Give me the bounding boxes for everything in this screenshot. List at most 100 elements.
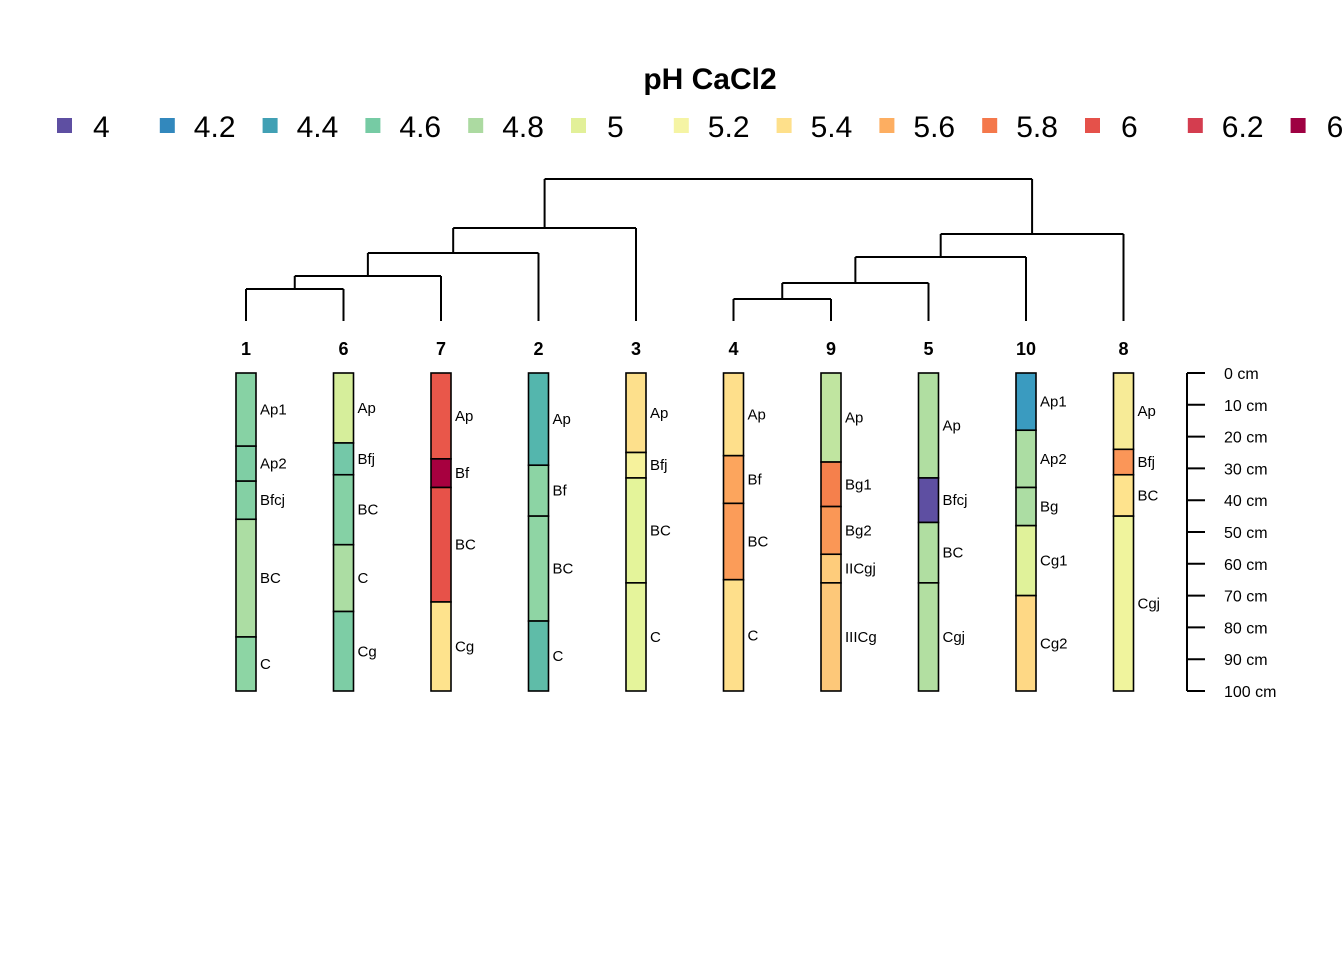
- depth-tick-label: 90 cm: [1224, 652, 1268, 669]
- horizon-block: [1112, 448, 1135, 476]
- horizon-block: [235, 480, 257, 521]
- legend-swatch: [1290, 118, 1306, 133]
- legend-swatch: [57, 118, 72, 133]
- horizon-label: Ap: [748, 406, 766, 423]
- depth-tick-label: 60 cm: [1224, 557, 1268, 574]
- legend: 4 4.2 4.4 4.6 4.8 5 5.2 5.4 5.6 5.8 6 6.2 6: [57, 111, 1343, 144]
- horizon-label: Bf: [748, 472, 763, 489]
- horizon-block: [820, 372, 842, 463]
- horizon-block: [527, 464, 550, 517]
- horizon-block: [1015, 429, 1037, 489]
- depth-tick-label: 100 cm: [1224, 684, 1276, 701]
- horizon-label: Ap: [553, 411, 571, 428]
- profile-id-label: 9: [826, 339, 836, 359]
- horizon-block: [1112, 473, 1135, 517]
- horizon-block: [722, 372, 745, 457]
- legend-label: 5.2: [708, 111, 750, 144]
- depth-tick-label: 0 cm: [1224, 366, 1259, 383]
- horizon-block: [917, 372, 940, 479]
- horizon-block: [332, 473, 355, 546]
- legend-swatch: [673, 118, 689, 133]
- horizon-block: [722, 578, 745, 692]
- horizon-label: Cg2: [1040, 635, 1068, 652]
- horizon-label: BC: [455, 537, 476, 554]
- horizon-label: Ap2: [1040, 451, 1067, 468]
- profile-id-label: 8: [1118, 339, 1128, 359]
- legend-label: 5.4: [811, 111, 853, 144]
- horizon-label: BC: [553, 561, 574, 578]
- profile-id-label: 4: [728, 339, 738, 359]
- horizon-block: [332, 442, 355, 476]
- horizon-label: Cgj: [1138, 596, 1161, 613]
- depth-tick-label: 10 cm: [1224, 398, 1268, 415]
- profile-id-label: 5: [923, 339, 933, 359]
- profile-id-label: 2: [533, 339, 543, 359]
- horizon-block: [1015, 524, 1037, 597]
- legend-swatch: [776, 118, 792, 133]
- horizon-label: Bfcj: [260, 492, 285, 509]
- legend-swatch: [1187, 118, 1203, 133]
- profile-id-label: 6: [338, 339, 348, 359]
- legend-swatch: [879, 118, 895, 133]
- horizon-label: Bg: [1040, 499, 1058, 516]
- horizon-label: Bg1: [845, 476, 872, 493]
- horizon-block: [527, 620, 550, 692]
- horizon-label: Ap: [1138, 403, 1156, 420]
- horizon-label: C: [748, 627, 759, 644]
- legend-label: 5: [607, 111, 624, 144]
- horizon-block: [820, 553, 842, 584]
- dendrogram: [245, 178, 1125, 321]
- horizon-block: [235, 636, 257, 692]
- legend-swatch: [365, 118, 381, 133]
- legend-swatch: [159, 118, 175, 133]
- legend-label: 4.4: [297, 111, 339, 144]
- horizon-label: Cg: [358, 643, 377, 660]
- horizon-block: [820, 582, 842, 692]
- horizon-block: [820, 505, 842, 556]
- legend-label: 5.6: [913, 111, 955, 144]
- legend-label: 6: [1327, 111, 1344, 144]
- horizon-label: Ap1: [260, 402, 287, 419]
- horizon-block: [722, 454, 745, 505]
- depth-tick-label: 20 cm: [1224, 430, 1268, 447]
- horizon-block: [235, 518, 257, 638]
- horizon-label: Bg2: [845, 522, 872, 539]
- horizon-label: Ap: [943, 417, 961, 434]
- legend-label: 5.8: [1016, 111, 1058, 144]
- horizon-label: Cg: [455, 638, 474, 655]
- legend-swatch: [982, 118, 998, 133]
- horizon-label: BC: [650, 522, 671, 539]
- horizon-block: [625, 477, 647, 584]
- horizon-block: [625, 451, 647, 479]
- horizon-label: BC: [943, 545, 964, 562]
- chart-title: pH CaCl2: [643, 63, 776, 96]
- profile-id-label: 7: [436, 339, 446, 359]
- horizon-label: BC: [748, 534, 769, 551]
- horizon-label: Ap: [455, 408, 473, 425]
- horizon-block: [820, 461, 842, 508]
- depth-tick-label: 50 cm: [1224, 525, 1268, 542]
- horizon-block: [1112, 372, 1135, 451]
- horizon-block: [527, 372, 550, 467]
- depth-tick-label: 40 cm: [1224, 493, 1268, 510]
- horizon-label: BC: [260, 570, 281, 587]
- horizon-block: [1112, 515, 1135, 692]
- horizon-label: C: [260, 656, 271, 673]
- horizon-label: Cg1: [1040, 553, 1068, 570]
- horizon-block: [235, 372, 257, 447]
- legend-swatch: [1085, 118, 1100, 133]
- horizon-block: [1015, 594, 1037, 692]
- horizon-block: [235, 445, 257, 482]
- legend-label: 4.6: [399, 111, 441, 144]
- depth-tick-label: 70 cm: [1224, 589, 1268, 606]
- horizon-label: Bfj: [650, 457, 668, 474]
- horizon-label: Bf: [553, 483, 568, 500]
- profile-id-label: 3: [631, 339, 641, 359]
- horizon-block: [917, 582, 940, 692]
- legend-label: 6: [1121, 111, 1138, 144]
- horizon-label: Bf: [455, 465, 470, 482]
- horizon-label: Ap1: [1040, 394, 1067, 411]
- legend-label: 6.2: [1222, 111, 1264, 144]
- horizon-label: Ap: [845, 410, 863, 427]
